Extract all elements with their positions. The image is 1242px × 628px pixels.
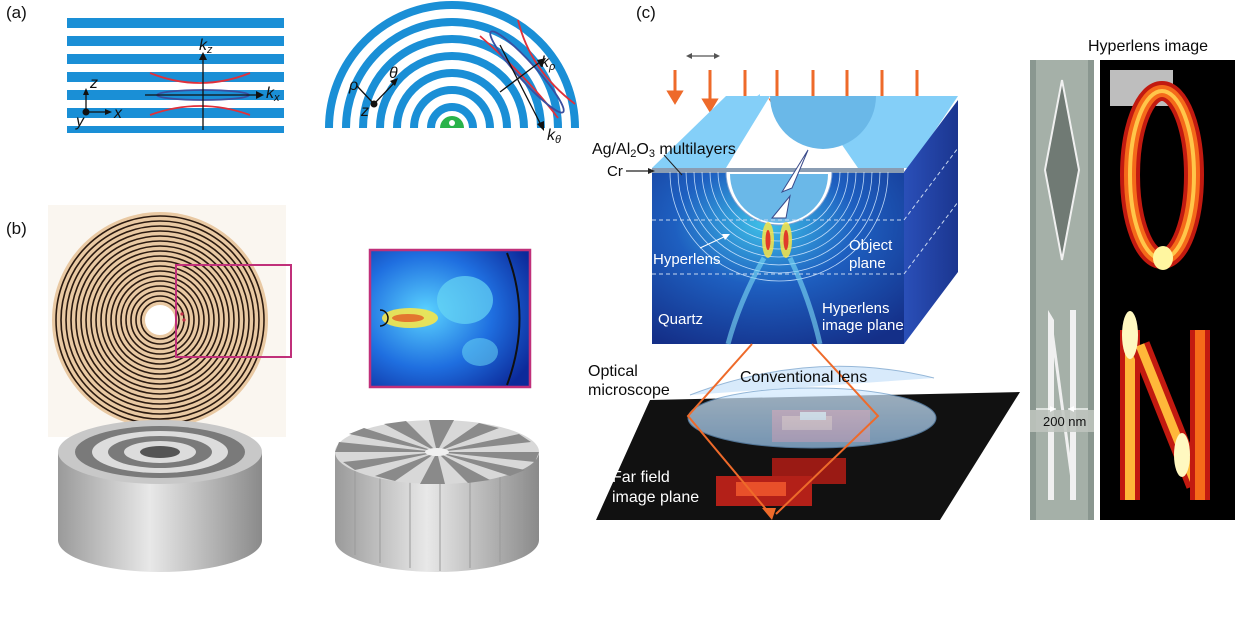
axis-x-label: x	[114, 105, 122, 122]
axis-z-label: z	[90, 75, 98, 92]
kx-label: kx	[266, 85, 280, 104]
panel-c-label: (c)	[636, 3, 656, 22]
multilayers-label: Ag/Al2O3 multilayers	[592, 141, 736, 160]
object-plane-label-1: Object	[849, 237, 893, 254]
z-label-cyl: z	[361, 103, 369, 120]
panel-a-label: (a)	[6, 3, 27, 22]
quartz-label: Quartz	[658, 311, 704, 328]
panel-b-label: (b)	[6, 219, 27, 238]
axis-y-label: y	[76, 113, 84, 130]
optical-microscope-label-1: Optical	[588, 363, 638, 380]
cr-label: Cr	[607, 163, 623, 180]
ktheta-label: kθ	[547, 127, 561, 146]
image-plane-label-1: Hyperlens	[822, 300, 890, 317]
far-field-label-2: image plane	[612, 489, 700, 506]
far-field-label-1: Far field	[612, 469, 670, 486]
conventional-lens-label: Conventional lens	[740, 369, 868, 386]
kz-label: kz	[199, 37, 213, 56]
scale-bar-label: 200 nm	[1043, 414, 1087, 429]
hyperlens-label: Hyperlens	[653, 251, 721, 268]
image-plane-label-2: image plane	[822, 317, 904, 334]
rho-label: ρ	[349, 77, 359, 94]
krho-label: kρ	[541, 54, 556, 73]
hyperlens-image-title: Hyperlens image	[1088, 38, 1209, 55]
optical-microscope-label-2: microscope	[588, 382, 670, 399]
object-plane-label-2: plane	[849, 255, 886, 272]
theta-label: θ	[389, 65, 398, 82]
